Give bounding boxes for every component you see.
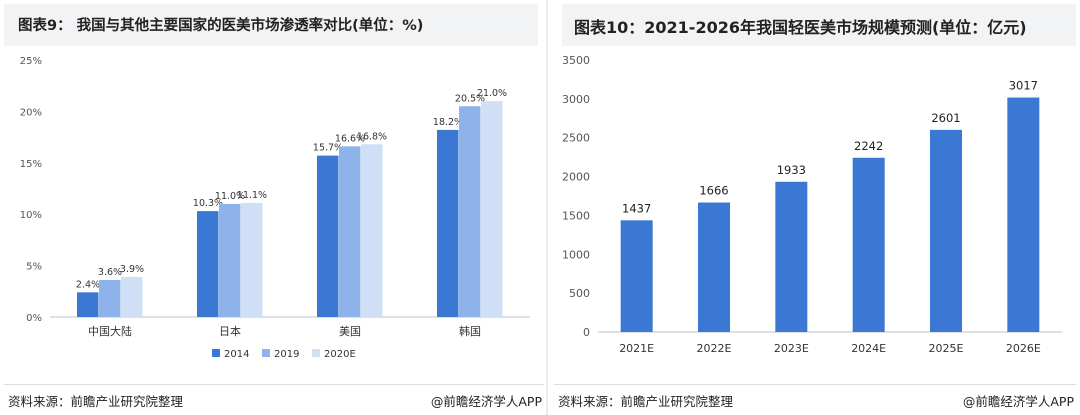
right-chart-title: 图表10：2021-2026年我国轻医美市场规模预测(单位：亿元) — [574, 18, 1027, 37]
right-source-text: 资料来源：前瞻产业研究院整理 — [558, 394, 734, 409]
x-tick-label: 2021E — [619, 342, 654, 355]
legend-swatch — [212, 349, 220, 357]
bar — [775, 181, 808, 332]
data-label: 3017 — [1009, 79, 1038, 93]
data-label: 18.2% — [433, 117, 463, 128]
y-tick-label: 1000 — [562, 248, 590, 261]
data-label: 15.7% — [313, 143, 343, 154]
left-footer: 资料来源：前瞻产业研究院整理 @前瞻经济学人APP — [4, 384, 544, 415]
y-tick-label: 25% — [20, 56, 42, 67]
bar — [930, 129, 962, 332]
y-tick-label: 3000 — [562, 93, 590, 106]
data-label: 11.1% — [237, 190, 267, 201]
y-tick-label: 20% — [20, 107, 42, 118]
legend-label: 2014 — [224, 349, 249, 360]
data-label: 10.3% — [193, 198, 223, 209]
x-tick-label: 韩国 — [459, 324, 481, 338]
y-tick-label: 0% — [26, 313, 42, 324]
right-chart-panel: 图表10：2021-2026年我国轻医美市场规模预测(单位：亿元) 0 500 10… — [550, 0, 1080, 415]
y-tick-label: 1500 — [562, 209, 590, 222]
bar — [77, 292, 99, 317]
right-brand-text: @前瞻经济学人APP — [962, 394, 1074, 409]
y-tick-label: 3500 — [562, 54, 590, 67]
bar — [317, 155, 339, 317]
bar — [99, 279, 121, 317]
legend-label: 2019 — [274, 349, 299, 360]
legend-swatch — [312, 349, 320, 357]
legend-swatch — [262, 349, 270, 357]
data-label: 1933 — [777, 163, 806, 177]
x-tick-label: 日本 — [219, 324, 241, 338]
data-label: 20.5% — [455, 93, 485, 104]
y-tick-label: 15% — [20, 159, 42, 170]
market-size-bar-chart: 0 500 1000 1500 2000 2500 3000 3500 1437 2021E 166… — [562, 54, 1062, 355]
bar — [121, 276, 143, 317]
data-label: 16.6% — [335, 133, 365, 144]
bar — [361, 144, 383, 317]
right-title-bar: 图表10：2021-2026年我国轻医美市场规模预测(单位：亿元) — [562, 4, 1076, 46]
y-tick-label: 500 — [569, 287, 590, 300]
bar — [852, 157, 885, 332]
panel-divider — [546, 0, 548, 415]
bar — [241, 202, 263, 317]
bar — [437, 129, 459, 317]
left-chart-panel: 图表9： 我国与其他主要国家的医美市场渗透率对比(单位：%) 0% 5% 10% 15… — [4, 4, 544, 415]
y-tick-label: 2000 — [562, 171, 590, 184]
x-tick-label: 2022E — [697, 342, 732, 355]
data-label: 1437 — [622, 201, 651, 215]
y-tick-label: 5% — [26, 262, 42, 273]
y-tick-label: 0 — [583, 326, 590, 339]
left-chart-title: 图表9： 我国与其他主要国家的医美市场渗透率对比(单位：%) — [18, 18, 424, 34]
data-label: 21.0% — [477, 88, 507, 99]
data-label: 11.0% — [215, 191, 245, 202]
data-label: 3.6% — [98, 267, 122, 278]
bar — [620, 220, 653, 332]
data-label: 3.9% — [120, 264, 144, 275]
left-title-bar: 图表9： 我国与其他主要国家的医美市场渗透率对比(单位：%) — [4, 4, 538, 46]
data-label: 2242 — [854, 139, 883, 153]
legend-label: 2020E — [324, 349, 356, 360]
x-tick-label: 2026E — [1006, 342, 1041, 355]
data-label: 16.8% — [357, 131, 387, 142]
penetration-bar-chart: 0%5%10%15%20%25%中国大陆2.4%3.6%3.9%日本10.3%1… — [20, 56, 530, 360]
x-tick-label: 2025E — [929, 342, 964, 355]
bar — [459, 106, 481, 317]
bar — [481, 101, 503, 318]
bar — [698, 202, 730, 332]
x-tick-label: 中国大陆 — [88, 324, 132, 338]
data-label: 2.4% — [76, 279, 100, 290]
left-source-text: 资料来源：前瞻产业研究院整理 — [8, 394, 184, 409]
left-brand-text: @前瞻经济学人APP — [430, 394, 542, 409]
data-label: 2601 — [931, 111, 960, 125]
bar — [339, 146, 361, 317]
y-tick-label: 10% — [20, 210, 42, 221]
bar — [219, 203, 241, 317]
bar — [1007, 97, 1040, 332]
x-tick-label: 2024E — [851, 342, 886, 355]
x-tick-label: 美国 — [339, 325, 361, 338]
x-tick-label: 2023E — [774, 342, 809, 355]
right-footer: 资料来源：前瞻产业研究院整理 @前瞻经济学人APP — [554, 384, 1076, 415]
data-label: 1666 — [699, 184, 728, 198]
y-tick-label: 2500 — [562, 132, 590, 145]
bar — [197, 211, 219, 317]
